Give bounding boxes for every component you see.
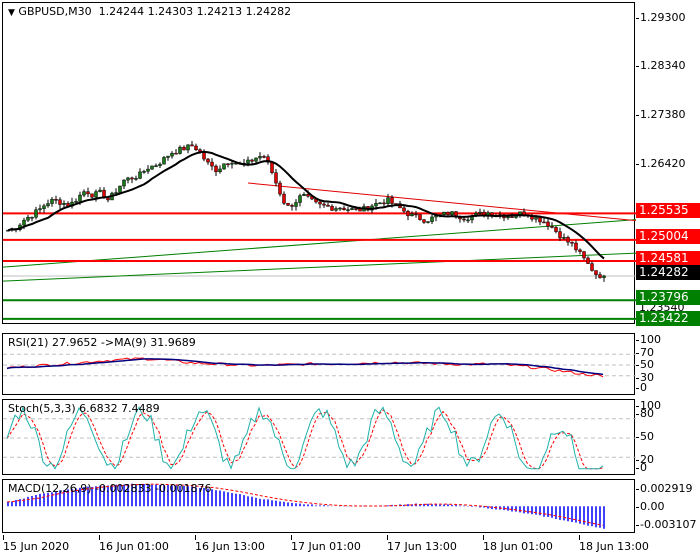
price-label-green: 1.23796 [636, 290, 700, 305]
rsi-chart[interactable] [3, 334, 636, 396]
stoch-tick: 50 [636, 430, 654, 443]
time-tick: 17 Jun 01:00 [291, 535, 361, 553]
price-tick: 1.26420 [636, 157, 686, 170]
chart-title: ▼ GBPUSD,M30 1.24244 1.24303 1.24213 1.2… [8, 5, 291, 18]
rsi-tick: 50 [636, 358, 654, 371]
ohlc-values: 1.24244 1.24303 1.24213 1.24282 [98, 5, 292, 18]
rsi-axis: 100 70 50 30 0 [636, 333, 700, 395]
stoch-title: Stoch(5,3,3) 6.6832 7.4489 [8, 402, 160, 415]
price-label-resistance: 1.25004 [636, 229, 700, 244]
price-label-resistance: 1.25535 [636, 203, 700, 218]
time-tick: 16 Jun 13:00 [195, 535, 265, 553]
price-tick: 1.29300 [636, 11, 686, 24]
candlestick-chart[interactable] [3, 3, 636, 325]
price-tick: 1.27380 [636, 108, 686, 121]
triangle-down-icon[interactable]: ▼ [8, 8, 15, 18]
macd-tick: -0.003107 [635, 518, 697, 531]
price-tick: 1.28340 [636, 59, 686, 72]
macd-axis: 0.002919 0.00 -0.003107 [635, 479, 700, 533]
rsi-tick: 70 [636, 346, 654, 359]
time-tick: 18 Jun 01:00 [483, 535, 553, 553]
rsi-tick: 0 [636, 381, 647, 394]
stoch-tick: 80 [636, 407, 654, 420]
time-tick: 17 Jun 13:00 [387, 535, 457, 553]
time-axis: 15 Jun 2020 16 Jun 01:00 16 Jun 13:00 17… [0, 535, 700, 560]
macd-chart[interactable] [3, 480, 636, 534]
rsi-tick: 100 [636, 333, 661, 346]
price-label-green: 1.23422 [636, 311, 700, 326]
rsi-title: RSI(21) 27.9652 ->MA(9) 31.9689 [8, 336, 196, 349]
time-tick: 18 Jun 13:00 [579, 535, 649, 553]
time-tick: 16 Jun 01:00 [99, 535, 169, 553]
price-chart-panel[interactable]: ▼ GBPUSD,M30 1.24244 1.24303 1.24213 1.2… [2, 2, 636, 325]
stochastic-chart[interactable] [3, 400, 636, 476]
price-label-hidden: 1.23540 [636, 303, 700, 313]
stoch-tick: 0 [636, 461, 647, 474]
macd-tick: 0.002919 [636, 482, 693, 495]
rsi-tick: 30 [636, 371, 654, 384]
stoch-tick: 100 [636, 399, 661, 412]
time-tick: 15 Jun 2020 [3, 535, 70, 553]
price-label-support: 1.24581 [636, 251, 700, 266]
bid-price-label: 1.24282 [636, 265, 700, 280]
macd-title: MACD(12,26,9) -0.002833 -0.001876 [8, 482, 212, 495]
price-axis: 1.29300 1.28340 1.27380 1.26420 [636, 0, 700, 330]
stoch-axis: 100 80 50 20 0 [636, 399, 700, 475]
symbol-label: GBPUSD,M30 [18, 5, 92, 18]
rsi-panel[interactable]: RSI(21) 27.9652 ->MA(9) 31.9689 [2, 333, 636, 396]
stochastic-panel[interactable]: Stoch(5,3,3) 6.6832 7.4489 [2, 399, 636, 476]
macd-tick: 0.00 [636, 500, 665, 513]
stoch-tick: 20 [636, 453, 654, 466]
macd-panel[interactable]: MACD(12,26,9) -0.002833 -0.001876 [2, 479, 635, 533]
